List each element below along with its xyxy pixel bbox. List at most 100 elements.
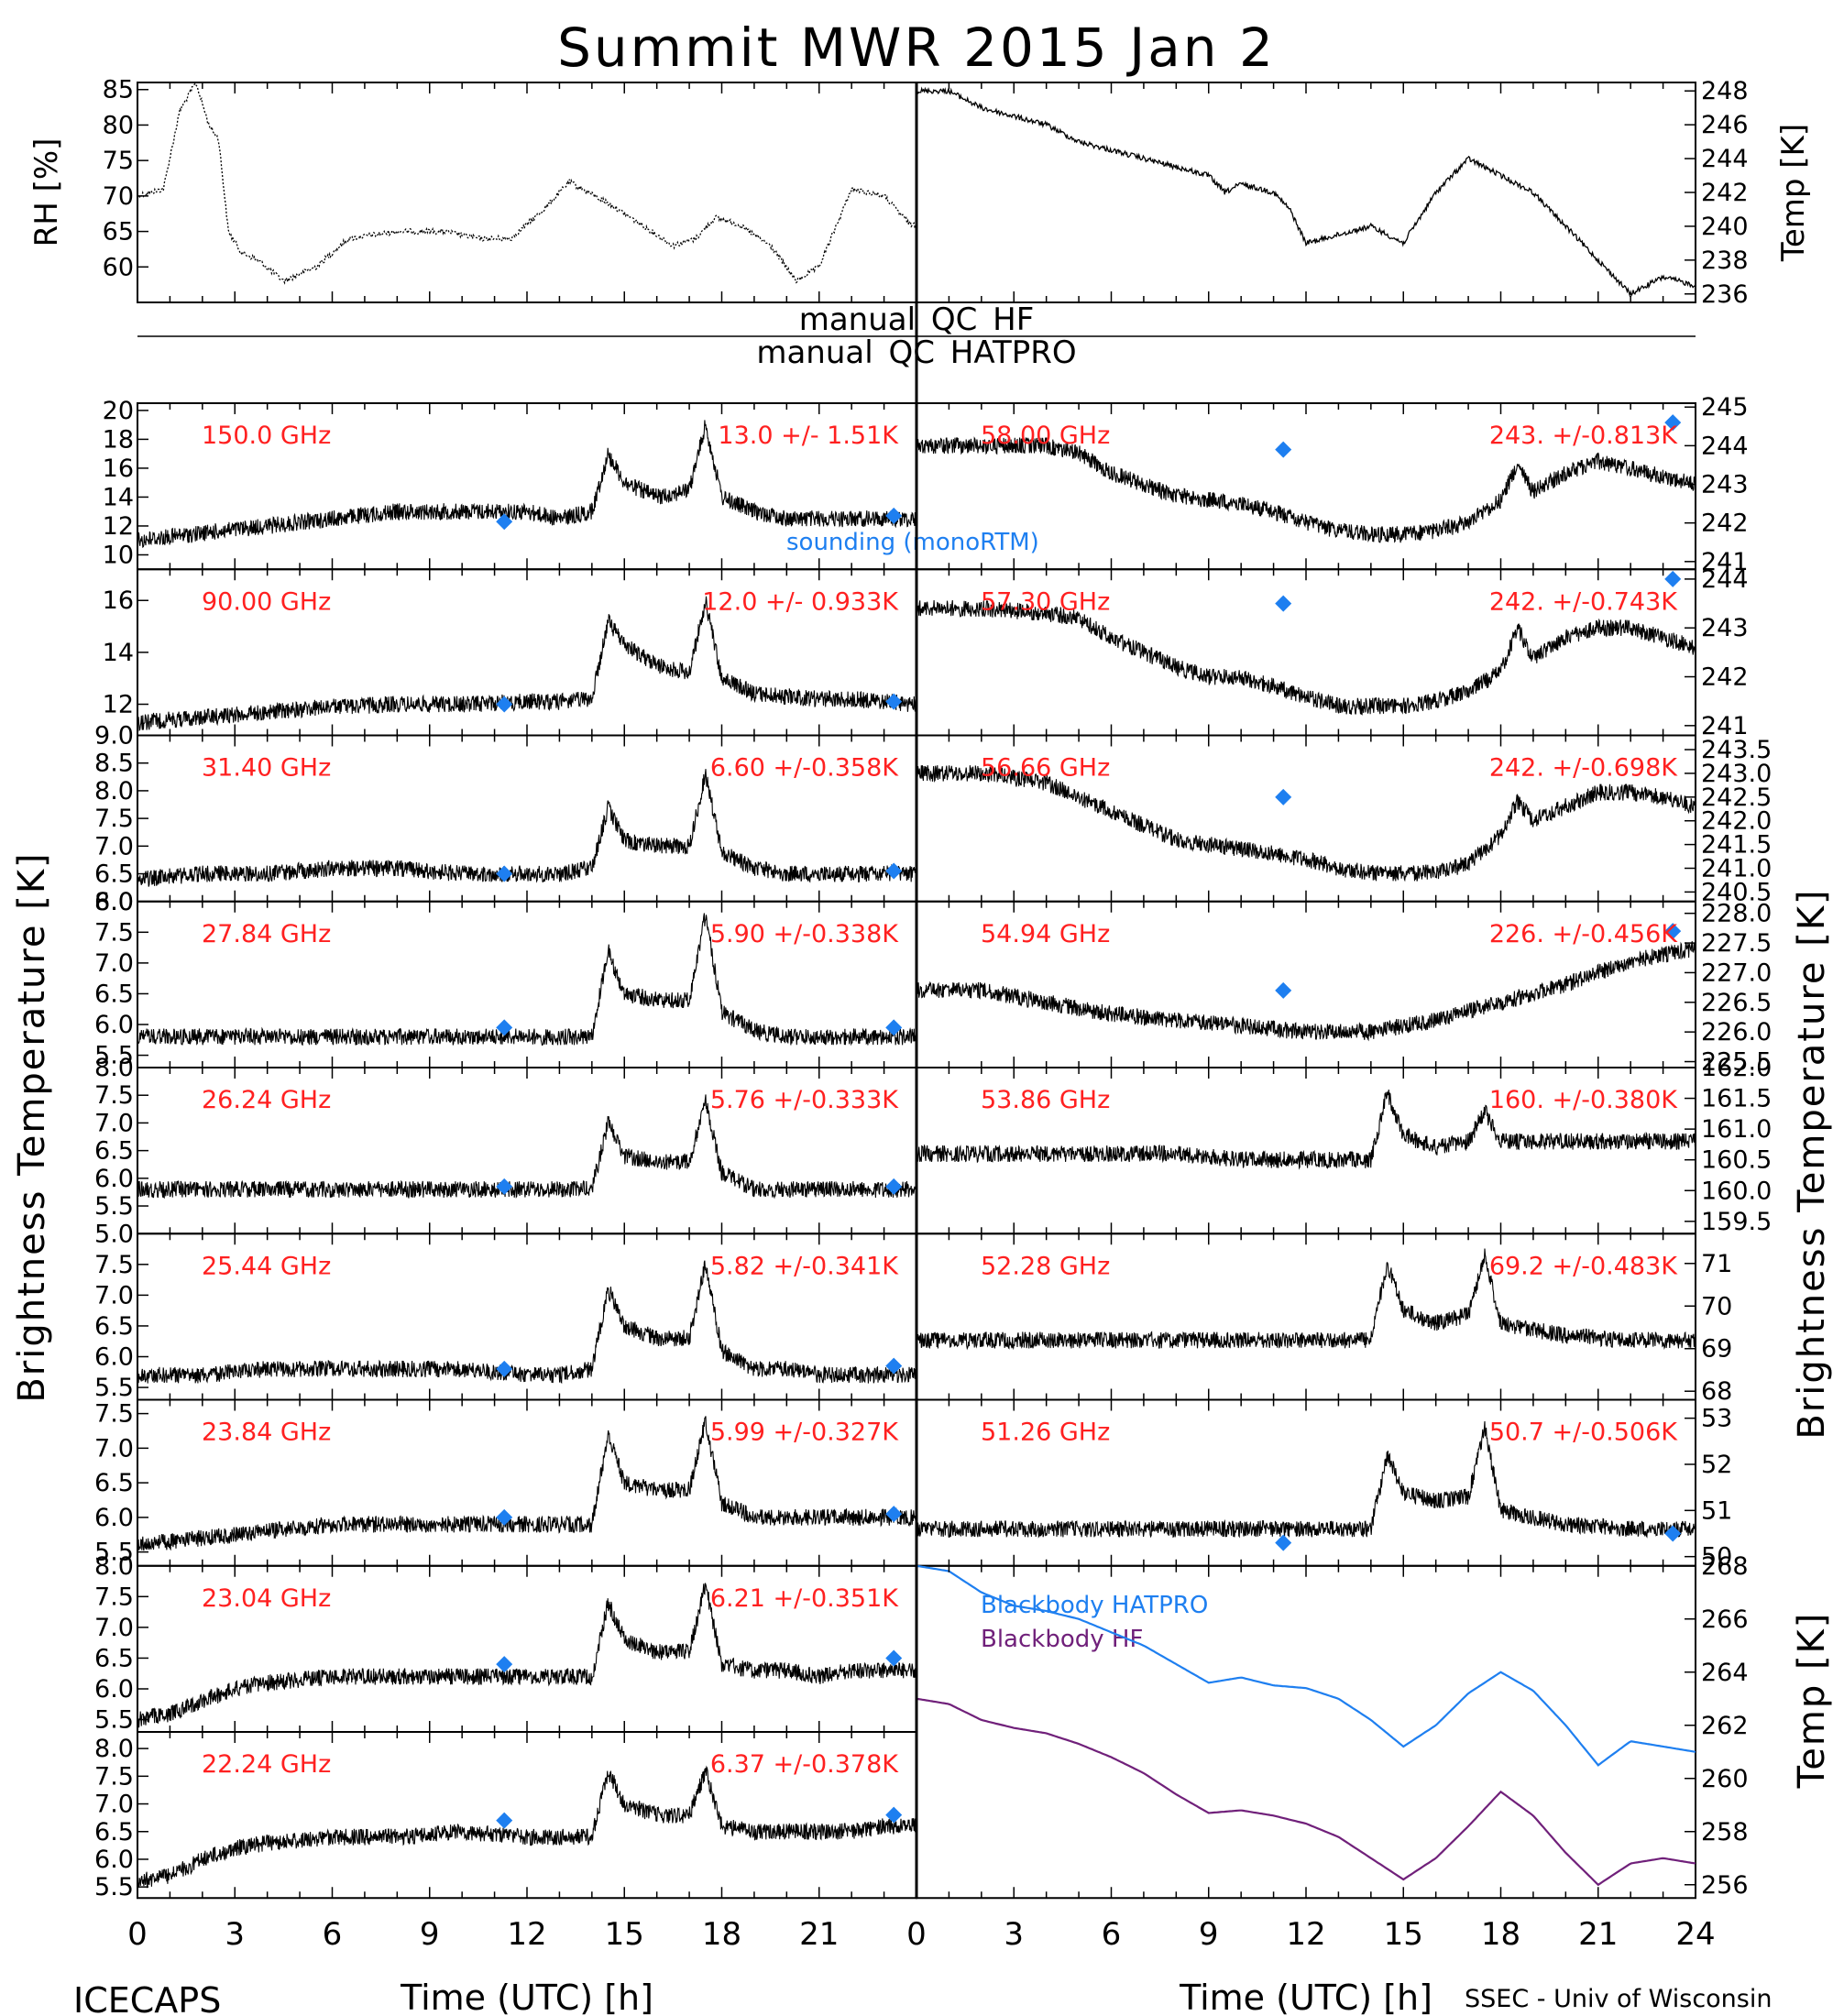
y-tick-label: 7.0 <box>94 1614 134 1642</box>
y-tick-label: 243 <box>1701 614 1749 642</box>
channel-series-line <box>137 769 917 887</box>
channel-stats-label: 242. +/-0.743K <box>1489 587 1678 616</box>
x-tick-label: 15 <box>605 1916 644 1953</box>
x-tick-marks <box>137 403 917 570</box>
channel-series-line <box>137 913 917 1046</box>
sounding-label: sounding (monoRTM) <box>786 529 1039 556</box>
y-tick-label: 228.0 <box>1701 900 1772 928</box>
y-tick-label: 12 <box>103 512 134 541</box>
x-tick-label: 12 <box>507 1916 546 1953</box>
channel-frequency-label: 58.00 GHz <box>981 422 1110 450</box>
channel-series-line <box>916 1248 1696 1351</box>
channel-series-line <box>137 1260 917 1385</box>
x-tick-label: 18 <box>702 1916 741 1953</box>
y-tick-label: 244 <box>1701 565 1749 594</box>
channel-series-line <box>916 1090 1696 1170</box>
y-tick-label: 258 <box>1701 1818 1749 1846</box>
right-brightness-label: Brightness Temperature [K] <box>1791 888 1833 1439</box>
x-axis-label-left: Time (UTC) [h] <box>400 1978 653 2016</box>
y-tick-label: 268 <box>1701 1552 1749 1581</box>
sounding-marker <box>885 1019 903 1036</box>
channel-series-line <box>137 1094 917 1200</box>
y-tick-label: 5.5 <box>94 1706 134 1735</box>
y-tick-label: 60 <box>103 253 134 281</box>
y-tick-label: 5.5 <box>94 1042 134 1070</box>
sounding-marker <box>1275 441 1292 458</box>
y-tick-label: 71 <box>1701 1250 1732 1278</box>
sounding-marker <box>496 1178 513 1195</box>
y-tick-label: 227.0 <box>1701 959 1772 987</box>
y-tick-label: 246 <box>1701 111 1749 139</box>
x-tick-marks <box>916 901 1696 1068</box>
y-tick-label: 240 <box>1701 213 1749 241</box>
channel-frequency-label: 150.0 GHz <box>202 422 331 450</box>
channel-series-line <box>137 1765 917 1890</box>
y-tick-label: 6.5 <box>94 1469 134 1497</box>
y-tick-label: 12 <box>103 691 134 719</box>
sounding-marker <box>885 1649 903 1667</box>
x-tick-label: 15 <box>1384 1916 1423 1953</box>
channel-series-line <box>137 596 917 732</box>
y-tick-label: 53 <box>1701 1405 1732 1433</box>
y-tick-label: 65 <box>103 218 134 247</box>
x-tick-label: 3 <box>1004 1916 1024 1953</box>
y-tick-label: 159.5 <box>1701 1208 1772 1236</box>
y-tick-label: 160.0 <box>1701 1177 1772 1205</box>
y-tick-label: 6.5 <box>94 1312 134 1341</box>
channel-series-line <box>916 436 1696 543</box>
y-tick-label: 244 <box>1701 432 1749 460</box>
y-tick-label: 6.0 <box>94 1504 134 1532</box>
channel-stats-label: 12.0 +/- 0.933K <box>702 587 899 616</box>
y-tick-label: 227.5 <box>1701 929 1772 958</box>
x-tick-label: 6 <box>1102 1916 1122 1953</box>
channel-frequency-label: 56.66 GHz <box>981 754 1110 783</box>
x-tick-label: 9 <box>1199 1916 1219 1953</box>
y-tick-label: 5.5 <box>94 1192 134 1221</box>
channel-stats-label: 5.90 +/-0.338K <box>710 920 899 948</box>
sounding-marker <box>885 1806 903 1824</box>
x-tick-marks <box>916 1068 1696 1234</box>
channel-frequency-label: 53.86 GHz <box>981 1086 1110 1114</box>
y-tick-label: 10 <box>103 541 134 569</box>
x-tick-marks <box>916 1565 1696 1899</box>
sounding-marker <box>885 507 903 524</box>
y-tick-label: 16 <box>103 586 134 615</box>
sounding-marker <box>885 1178 903 1195</box>
y-tick-label: 14 <box>103 639 134 667</box>
y-tick-label: 70 <box>103 182 134 211</box>
y-tick-label: 20 <box>103 397 134 425</box>
y-tick-label: 7.0 <box>94 1434 134 1463</box>
y-tick-label: 241.5 <box>1701 831 1772 860</box>
channel-stats-label: 50.7 +/-0.506K <box>1489 1419 1678 1447</box>
channel-frequency-label: 23.84 GHz <box>202 1419 331 1447</box>
y-tick-label: 8.0 <box>94 1735 134 1763</box>
legend-hf: Blackbody HF <box>981 1626 1143 1653</box>
channel-stats-label: 13.0 +/- 1.51K <box>718 422 899 450</box>
y-tick-label: 6.5 <box>94 1644 134 1672</box>
y-tick-label: 16 <box>103 455 134 483</box>
blackbody-temp-label: Temp [K] <box>1791 1612 1833 1790</box>
channel-stats-label: 5.82 +/-0.341K <box>710 1252 899 1280</box>
x-tick-marks <box>137 735 917 902</box>
x-tick-marks <box>916 82 1696 302</box>
x-tick-marks <box>916 735 1696 902</box>
y-tick-label: 226.0 <box>1701 1018 1772 1046</box>
y-tick-label: 51 <box>1701 1496 1732 1525</box>
sounding-marker <box>1275 981 1292 999</box>
y-tick-label: 7.5 <box>94 1251 134 1279</box>
sounding-marker <box>1664 570 1682 587</box>
blackbody-hf-line <box>916 1697 1696 1887</box>
footer-ssec: SSEC - Univ of Wisconsin <box>1465 1985 1772 2013</box>
y-tick-label: 245 <box>1701 393 1749 422</box>
y-tick-label: 7.5 <box>94 1081 134 1110</box>
channel-series-line <box>137 1416 917 1551</box>
y-tick-label: 225.5 <box>1701 1048 1772 1077</box>
x-tick-label: 12 <box>1286 1916 1325 1953</box>
channel-stats-label: 226. +/-0.456K <box>1489 920 1678 948</box>
y-tick-label: 6.5 <box>94 1818 134 1846</box>
sounding-marker <box>885 862 903 880</box>
footer-icecaps: ICECAPS <box>73 1980 221 2016</box>
x-tick-label: 18 <box>1481 1916 1520 1953</box>
channel-frequency-label: 57.30 GHz <box>981 587 1110 616</box>
